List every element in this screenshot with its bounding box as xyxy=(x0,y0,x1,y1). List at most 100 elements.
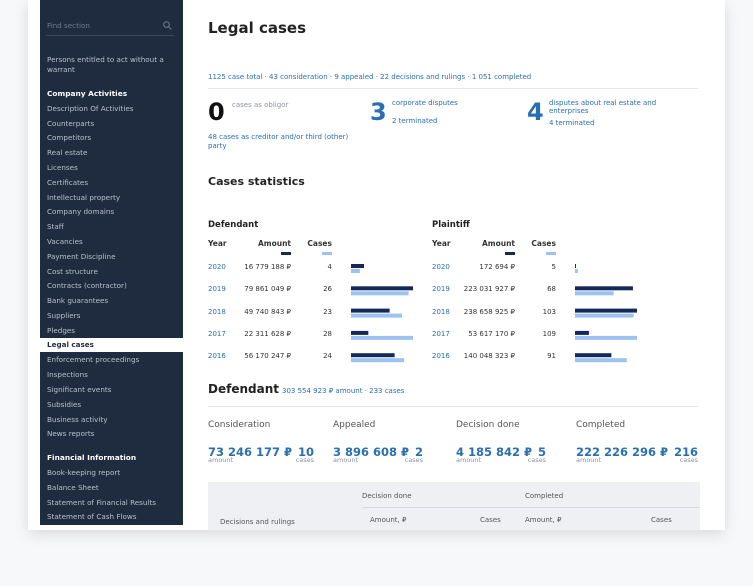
search-box[interactable]: Find section xyxy=(46,17,174,36)
amount: 223 031 927 ₽ xyxy=(463,285,515,294)
bar xyxy=(575,269,578,273)
table-title: Plaintiff xyxy=(432,220,470,230)
caption: cases xyxy=(404,456,424,464)
side-item[interactable]: Competitors xyxy=(47,133,92,143)
side-link[interactable]: Persons entitled to act without a warran… xyxy=(47,55,164,74)
column-header: Amount, ₽ xyxy=(525,516,562,524)
bar xyxy=(575,286,633,291)
bar xyxy=(351,264,365,268)
cases: 24 xyxy=(323,352,332,361)
legend-swatch xyxy=(281,252,291,255)
side-item[interactable]: Pledges xyxy=(47,325,76,335)
group-header: Completed xyxy=(525,492,564,500)
side-item[interactable]: Staff xyxy=(47,222,64,232)
decisions-table: Decision done Completed Decisions and ruli… xyxy=(208,482,700,530)
year[interactable]: 2016 xyxy=(208,352,226,361)
stage-amount[interactable]: 73 246 177 ₽ xyxy=(208,445,293,459)
bar xyxy=(575,330,589,335)
side-item[interactable]: Book-keeping report xyxy=(47,468,121,477)
side-item[interactable]: Payment Discipline xyxy=(47,251,116,261)
divider xyxy=(208,406,698,407)
stage-cases[interactable]: 10 xyxy=(298,445,315,459)
side-item[interactable]: Licenses xyxy=(47,163,78,172)
side-item[interactable]: Balance Sheet xyxy=(47,482,99,492)
side-item[interactable]: Subsidies xyxy=(47,399,82,409)
overview-label[interactable]: corporate disputes xyxy=(392,99,458,107)
stage-amount[interactable]: 222 226 296 ₽ xyxy=(576,445,669,459)
overview-count: 4 xyxy=(527,98,544,126)
year[interactable]: 2019 xyxy=(432,285,450,294)
amount: 238 658 925 ₽ xyxy=(463,307,515,316)
stage-cases[interactable]: 216 xyxy=(674,445,699,459)
side-item[interactable]: Certificates xyxy=(47,177,89,187)
year[interactable]: 2017 xyxy=(208,329,226,338)
year[interactable]: 2019 xyxy=(208,285,226,294)
side-item[interactable]: Real estate xyxy=(47,148,88,158)
table-rule xyxy=(362,507,700,508)
bar xyxy=(351,353,395,358)
side-item[interactable]: Inspections xyxy=(47,370,88,380)
column-header: Cases xyxy=(651,516,672,524)
divider xyxy=(208,88,698,89)
side-item[interactable]: Cost structure xyxy=(47,266,98,276)
legend-swatch xyxy=(546,252,556,255)
overview-note: 2 terminated xyxy=(392,117,438,125)
year[interactable]: 2020 xyxy=(208,263,226,271)
overview-note[interactable]: 48 cases as creditor and/or third (other… xyxy=(208,133,349,150)
group-header: Decision done xyxy=(362,492,412,500)
cases: 91 xyxy=(547,352,556,361)
summary[interactable]: 1125 case total · 43 consideration · 9 a… xyxy=(208,73,532,81)
bar xyxy=(575,353,612,358)
year[interactable]: 2018 xyxy=(208,307,226,316)
side-item[interactable]: Significant events xyxy=(47,385,112,394)
overview-label: cases as obligor xyxy=(232,101,289,109)
side-item[interactable]: Counterparts xyxy=(47,118,95,128)
bar xyxy=(575,313,634,318)
cases: 68 xyxy=(547,285,556,294)
bar xyxy=(351,286,413,291)
stage-amount[interactable]: 3 896 608 ₽ xyxy=(333,445,410,459)
bar xyxy=(351,335,413,340)
legend-swatch xyxy=(322,252,332,255)
side-item[interactable]: Business activity xyxy=(47,414,108,424)
bar xyxy=(575,335,637,340)
side-item[interactable]: Statement of Cash Flows xyxy=(47,512,137,522)
defendant-summary: 303 554 923 ₽ amount · 233 cases xyxy=(282,387,405,395)
year[interactable]: 2017 xyxy=(432,329,450,338)
year[interactable]: 2020 xyxy=(432,263,450,271)
stage-name: Consideration xyxy=(208,420,271,430)
bar xyxy=(575,264,576,268)
side-item[interactable]: Vacancies xyxy=(47,237,83,246)
amount: 79 861 049 ₽ xyxy=(244,285,291,294)
column-header: Year xyxy=(208,239,227,248)
stage-amount[interactable]: 4 185 842 ₽ xyxy=(456,445,533,459)
side-section-title: Company Activities xyxy=(47,89,128,98)
overview-count: 3 xyxy=(370,98,387,126)
stage-values: 4 185 842 ₽ 5 xyxy=(456,441,546,460)
row-label: Decisions and rulings xyxy=(220,518,295,526)
cases: 109 xyxy=(542,329,556,338)
caption: cases xyxy=(527,456,547,464)
cases: 23 xyxy=(323,307,332,316)
section-title: Defendant xyxy=(208,382,279,396)
side-item[interactable]: Intellectual property xyxy=(47,192,121,202)
bars xyxy=(351,264,413,363)
side-item[interactable]: Legal cases xyxy=(40,337,183,352)
overview-note: 4 terminated xyxy=(549,119,595,127)
side-item[interactable]: Contracts (contractor) xyxy=(47,281,127,291)
year[interactable]: 2018 xyxy=(432,307,450,316)
year[interactable]: 2016 xyxy=(432,352,450,361)
amount: 140 048 323 ₽ xyxy=(463,352,515,361)
side-item[interactable]: Statement of Financial Results xyxy=(47,497,157,507)
side-item[interactable]: News reports xyxy=(47,429,95,439)
side-item[interactable]: Bank guarantees xyxy=(47,296,109,306)
side-item[interactable]: Description Of Activities xyxy=(47,103,134,113)
overview-label[interactable]: disputes about real estate and enterpris… xyxy=(549,99,657,115)
side-item[interactable]: Enforcement proceedings xyxy=(47,355,140,365)
stage-cases[interactable]: 5 xyxy=(538,445,547,459)
caption: amount xyxy=(456,456,482,464)
side-item[interactable]: Company domains xyxy=(47,207,115,217)
side-item[interactable]: Suppliers xyxy=(47,311,81,320)
stage-cases[interactable]: 2 xyxy=(415,445,424,459)
